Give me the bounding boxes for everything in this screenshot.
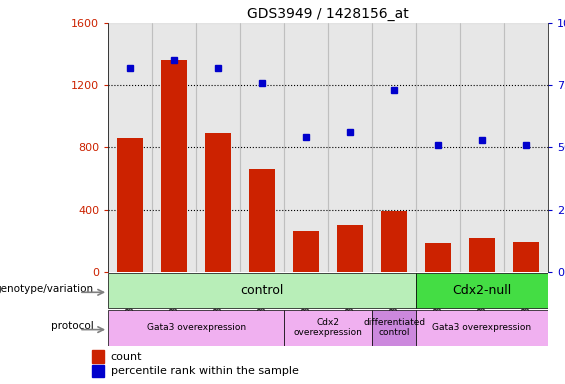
Bar: [92, 351, 103, 362]
Bar: [416, 310, 548, 346]
Bar: [328, 23, 372, 272]
Bar: [108, 23, 152, 272]
Bar: [381, 211, 407, 272]
Text: Gata3 overexpression: Gata3 overexpression: [432, 323, 532, 332]
Bar: [196, 23, 240, 272]
Bar: [161, 60, 187, 272]
Bar: [249, 169, 275, 272]
Text: genotype/variation: genotype/variation: [0, 283, 94, 294]
Bar: [372, 23, 416, 272]
Bar: [108, 310, 284, 346]
Title: GDS3949 / 1428156_at: GDS3949 / 1428156_at: [247, 7, 409, 21]
Text: control: control: [240, 284, 284, 297]
Bar: [293, 230, 319, 272]
Bar: [425, 243, 451, 272]
Bar: [284, 310, 372, 346]
Bar: [337, 225, 363, 272]
Bar: [108, 273, 416, 308]
Text: protocol: protocol: [51, 321, 94, 331]
Bar: [152, 23, 196, 272]
Bar: [460, 23, 504, 272]
Text: Cdx2
overexpression: Cdx2 overexpression: [294, 318, 363, 338]
Bar: [416, 273, 548, 308]
Bar: [240, 23, 284, 272]
Bar: [513, 242, 539, 272]
Bar: [205, 133, 231, 272]
Text: Gata3 overexpression: Gata3 overexpression: [146, 323, 246, 332]
Bar: [92, 365, 103, 377]
Text: differentiated
control: differentiated control: [363, 318, 425, 338]
Text: percentile rank within the sample: percentile rank within the sample: [111, 366, 298, 376]
Text: count: count: [111, 351, 142, 361]
Bar: [469, 238, 496, 272]
Bar: [372, 310, 416, 346]
Bar: [416, 23, 460, 272]
Bar: [284, 23, 328, 272]
Bar: [504, 23, 548, 272]
Text: Cdx2-null: Cdx2-null: [453, 284, 512, 297]
Bar: [117, 138, 144, 272]
